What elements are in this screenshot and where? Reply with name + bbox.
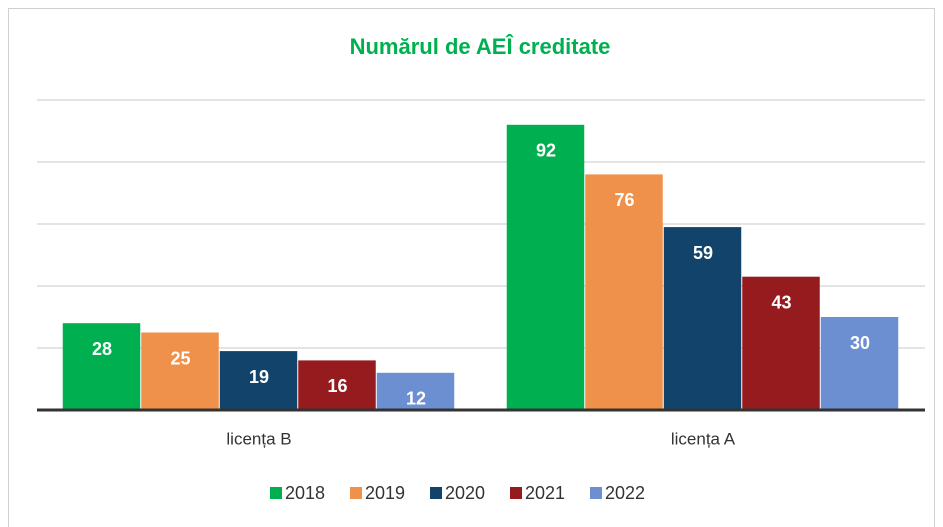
legend-label: 2020 [445, 483, 485, 503]
legend-label: 2022 [605, 483, 645, 503]
x-tick-label: licența B [226, 429, 291, 448]
data-label: 59 [693, 243, 713, 263]
bar [376, 372, 455, 410]
legend-label: 2021 [525, 483, 565, 503]
bar [506, 124, 585, 411]
chart-frame [8, 8, 935, 527]
legend-swatch [590, 487, 602, 499]
data-label: 25 [170, 348, 190, 368]
legend-label: 2019 [365, 483, 405, 503]
x-tick-label: licența A [671, 429, 736, 448]
legend-swatch [350, 487, 362, 499]
data-label: 12 [406, 389, 426, 409]
bar [141, 332, 219, 410]
bar [663, 227, 742, 410]
data-label: 16 [327, 376, 347, 396]
data-label: 92 [536, 141, 556, 161]
bar [820, 317, 899, 410]
legend-swatch [270, 487, 282, 499]
data-label: 28 [92, 339, 112, 359]
data-label: 43 [771, 292, 791, 312]
bar [219, 351, 298, 410]
bar [585, 174, 663, 410]
data-label: 19 [249, 367, 269, 387]
bar [298, 360, 376, 410]
legend-swatch [430, 487, 442, 499]
data-label: 30 [850, 333, 870, 353]
legend-label: 2018 [285, 483, 325, 503]
data-label: 76 [614, 190, 634, 210]
legend-swatch [510, 487, 522, 499]
bar [62, 323, 141, 410]
chart-title: Numărul de AEÎ creditate [350, 34, 611, 59]
bar [742, 276, 820, 410]
